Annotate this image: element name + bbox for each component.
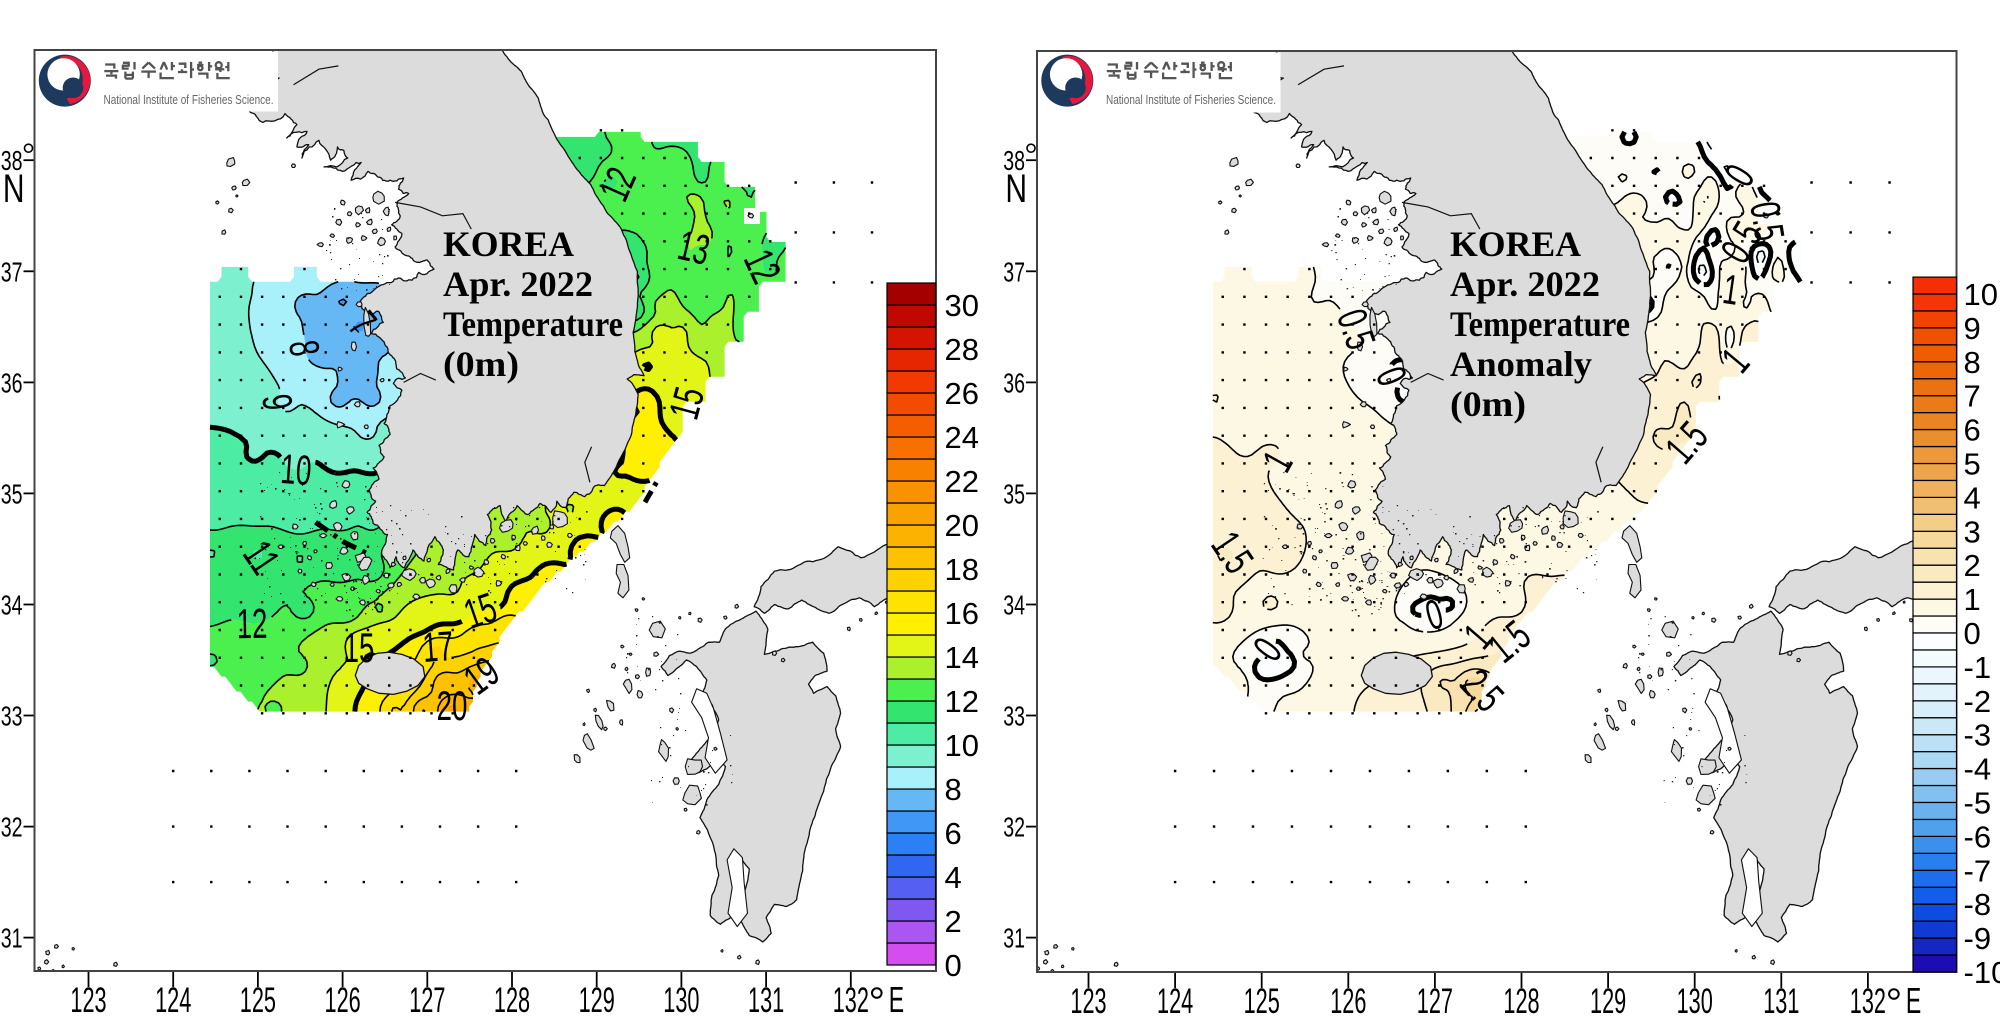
svg-text:32: 32 [1003, 812, 1025, 843]
svg-text:37: 37 [1, 257, 23, 288]
svg-text:National Institute of Fisherie: National Institute of Fisheries Science. [1106, 92, 1276, 107]
svg-text:132: 132 [1850, 983, 1886, 1021]
svg-text:35: 35 [1, 479, 23, 510]
svg-text:131: 131 [1763, 983, 1799, 1021]
svg-text:132: 132 [833, 982, 869, 1020]
svg-text:0: 0 [1964, 616, 1981, 651]
svg-text:-8: -8 [1964, 887, 1992, 922]
svg-text:-9: -9 [1964, 921, 1992, 956]
svg-text:129: 129 [579, 982, 615, 1020]
svg-text:E: E [1906, 982, 1921, 1021]
svg-text:6: 6 [1964, 413, 1981, 448]
svg-text:KOREA: KOREA [443, 224, 574, 264]
svg-text:28: 28 [945, 332, 979, 367]
svg-text:0.5: 0.5 [1741, 198, 1794, 243]
svg-text:KOREA: KOREA [1450, 224, 1581, 264]
svg-text:-1: -1 [1964, 650, 1992, 685]
svg-text:2: 2 [945, 904, 962, 939]
svg-text:Anomaly: Anomaly [1450, 344, 1592, 384]
svg-text:123: 123 [70, 982, 106, 1020]
svg-text:N: N [1005, 167, 1027, 211]
svg-text:22: 22 [945, 464, 979, 499]
svg-text:Temperature: Temperature [1450, 304, 1630, 344]
svg-text:-2: -2 [1964, 684, 1992, 719]
svg-text:8: 8 [280, 337, 329, 359]
svg-text:128: 128 [494, 982, 530, 1020]
svg-text:35: 35 [1003, 479, 1025, 510]
svg-text:20: 20 [437, 682, 468, 729]
svg-text:36: 36 [1, 368, 23, 399]
svg-text:125: 125 [1244, 983, 1280, 1021]
svg-text:127: 127 [1417, 983, 1453, 1021]
svg-text:10: 10 [279, 445, 313, 494]
svg-text:36: 36 [1003, 368, 1025, 399]
svg-text:18: 18 [945, 552, 979, 587]
svg-text:34: 34 [1003, 590, 1025, 621]
svg-text:12: 12 [236, 600, 268, 648]
svg-text:124: 124 [1157, 983, 1193, 1021]
svg-text:1: 1 [1720, 265, 1742, 314]
svg-text:130: 130 [1677, 983, 1713, 1021]
svg-text:-3: -3 [1964, 718, 1992, 753]
svg-text:131: 131 [748, 982, 784, 1020]
svg-text:26: 26 [945, 376, 979, 411]
svg-text:N: N [3, 167, 25, 211]
svg-text:130: 130 [663, 982, 699, 1020]
svg-text:12: 12 [945, 684, 979, 719]
svg-text:126: 126 [1330, 983, 1366, 1021]
svg-text:(0m): (0m) [1450, 384, 1526, 424]
svg-text:4: 4 [945, 860, 962, 895]
svg-text:20: 20 [945, 508, 979, 543]
svg-text:3: 3 [1964, 514, 1981, 549]
svg-text:Temperature: Temperature [443, 304, 623, 344]
svg-text:16: 16 [945, 596, 979, 631]
svg-text:4: 4 [1964, 480, 1981, 515]
svg-text:24: 24 [945, 420, 979, 455]
svg-text:-4: -4 [1964, 752, 1992, 787]
svg-text:E: E [889, 981, 904, 1020]
svg-text:10: 10 [945, 728, 979, 763]
svg-text:-5: -5 [1964, 786, 1992, 821]
svg-text:9: 9 [253, 391, 302, 413]
svg-text:126: 126 [324, 982, 360, 1020]
svg-text:31: 31 [1, 923, 23, 954]
svg-text:129: 129 [1590, 983, 1626, 1021]
svg-text:17: 17 [421, 622, 455, 671]
svg-text:6: 6 [945, 816, 962, 851]
svg-text:7: 7 [1964, 379, 1981, 414]
svg-text:37: 37 [1003, 257, 1025, 288]
svg-text:31: 31 [1003, 923, 1025, 954]
svg-text:38: 38 [1, 146, 23, 177]
svg-text:124: 124 [155, 982, 191, 1020]
svg-text:33: 33 [1003, 701, 1025, 732]
svg-text:8: 8 [945, 772, 962, 807]
svg-text:-7: -7 [1964, 853, 1992, 888]
svg-text:125: 125 [240, 982, 276, 1020]
svg-text:-6: -6 [1964, 819, 1992, 854]
svg-text:34: 34 [1, 590, 23, 621]
svg-text:33: 33 [1, 701, 23, 732]
svg-text:(0m): (0m) [443, 344, 519, 384]
svg-text:2: 2 [1964, 548, 1981, 583]
svg-text:0: 0 [945, 948, 962, 983]
svg-text:5: 5 [1964, 447, 1981, 482]
svg-text:32: 32 [1, 812, 23, 843]
svg-text:14: 14 [945, 640, 979, 675]
svg-text:128: 128 [1503, 983, 1539, 1021]
svg-text:15: 15 [344, 624, 375, 671]
svg-text:38: 38 [1003, 146, 1025, 177]
svg-text:9: 9 [1964, 311, 1981, 346]
svg-text:10: 10 [1964, 277, 1998, 312]
svg-text:1: 1 [1964, 582, 1981, 617]
svg-text:Apr. 2022: Apr. 2022 [443, 264, 593, 304]
svg-text:127: 127 [409, 982, 445, 1020]
svg-text:-10: -10 [1964, 955, 2000, 990]
svg-text:123: 123 [1070, 983, 1106, 1021]
svg-text:National Institute of Fisherie: National Institute of Fisheries Science. [104, 92, 274, 107]
svg-text:Apr. 2022: Apr. 2022 [1450, 264, 1600, 304]
svg-text:8: 8 [1964, 345, 1981, 380]
svg-text:30: 30 [945, 288, 979, 323]
